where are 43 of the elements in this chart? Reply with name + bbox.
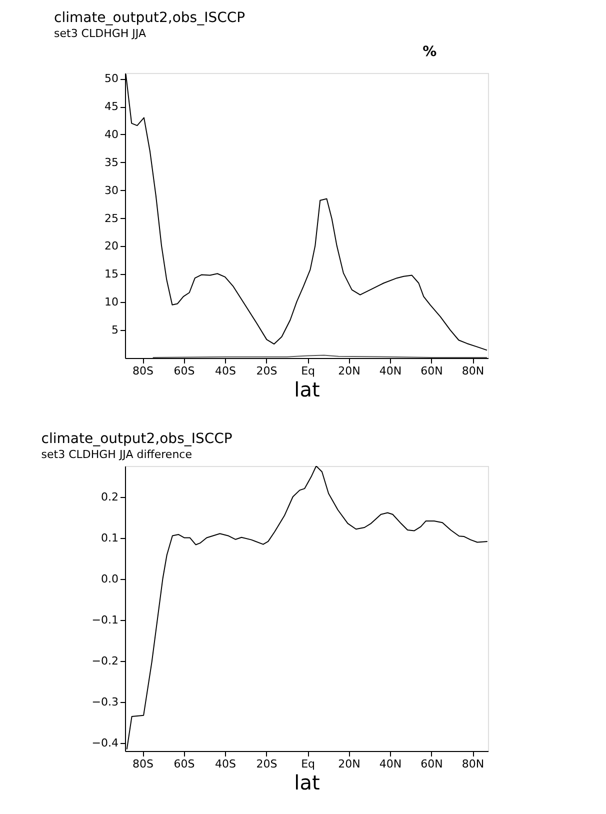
y-tick-label: 5 [112, 324, 118, 337]
x-tick-label: 80S [132, 364, 154, 378]
chart-title: climate_output2,obs_ISCCP [41, 431, 232, 447]
y-tick-label: −0.3 [92, 695, 118, 708]
x-tick-label: Eq [301, 364, 315, 378]
chart-subtitle: set3 CLDHGH JJA [54, 27, 146, 40]
x-tick-label: 80N [462, 364, 484, 378]
y-tick-label: 15 [104, 268, 118, 281]
x-tick-label: 60N [420, 364, 443, 378]
x-axis-title: lat [294, 770, 320, 794]
x-tick-label: 40N [379, 758, 402, 770]
y-tick-label: 10 [104, 296, 118, 309]
chart-subtitle: set3 CLDHGH JJA difference [41, 448, 192, 461]
x-tick-label: 60S [174, 364, 195, 378]
y-tick-label: 35 [104, 156, 118, 169]
x-tick-label: 40S [215, 758, 236, 770]
x-tick-label: 20N [338, 758, 360, 770]
chart-title: climate_output2,obs_ISCCP [54, 10, 246, 26]
x-tick-label: 20N [338, 364, 360, 378]
x-tick-label: 20S [256, 364, 278, 378]
x-tick-label: 40N [379, 364, 402, 378]
line-series [126, 466, 488, 750]
y-tick-label: 30 [104, 184, 118, 197]
y-tick-label: −0.2 [92, 654, 118, 668]
y-tick-label: 40 [104, 128, 118, 141]
x-tick-label: Eq [301, 758, 315, 770]
x-axis-title: lat [294, 378, 320, 402]
y-tick-label: 0.0 [101, 572, 118, 586]
y-tick-label: 25 [104, 212, 118, 225]
x-tick-label: 60S [174, 758, 195, 770]
x-tick-label: 60N [420, 758, 443, 770]
x-tick-label: 80N [462, 758, 484, 770]
x-tick-label: 80S [132, 758, 154, 770]
y-tick-label: 20 [104, 240, 118, 253]
y-tick-label: 0.1 [101, 531, 118, 544]
text: % [422, 44, 437, 60]
y-tick-label: 50 [104, 72, 118, 86]
y-tick-label: −0.4 [92, 736, 118, 750]
y-tick-label: −0.1 [92, 613, 118, 626]
y-tick-label: 0.2 [101, 490, 118, 504]
x-tick-label: 20S [256, 758, 278, 770]
x-tick-label: 40S [215, 364, 236, 378]
y-tick-label: 45 [104, 100, 118, 114]
